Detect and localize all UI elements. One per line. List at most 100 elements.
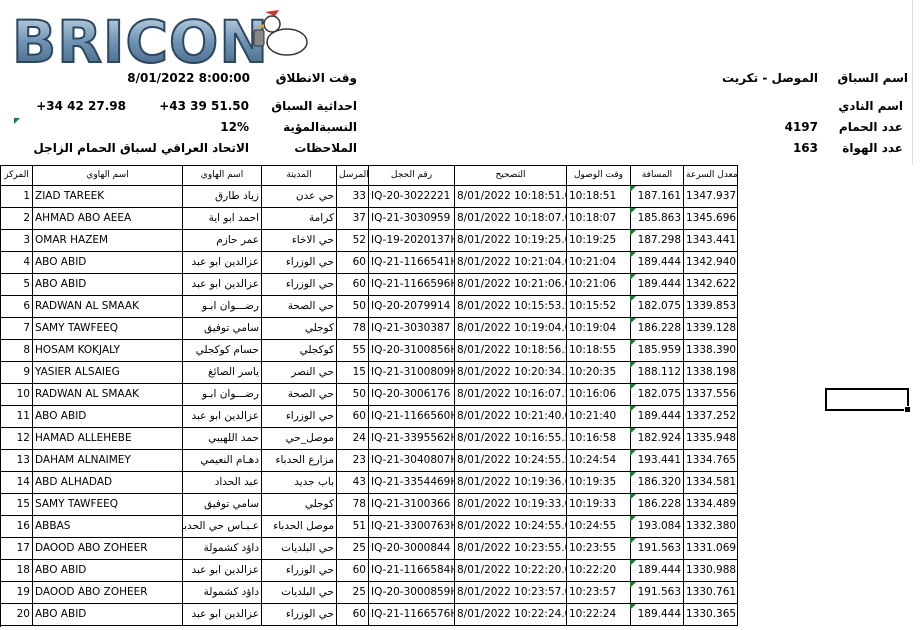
cell: 10:23:55 — [567, 538, 631, 560]
cell: 8 — [1, 340, 33, 362]
coord: +34 42 27.98 — [36, 99, 126, 113]
cell: RADWAN AL SMAAK — [33, 384, 183, 406]
cell: 1339.853 — [684, 296, 738, 318]
cell: IQ-21-1166584H — [369, 560, 455, 582]
comment-marker — [630, 494, 636, 500]
cell: 1345.696 — [684, 208, 738, 230]
cell: OMAR HAZEM — [33, 230, 183, 252]
cell: موصل_حي — [262, 428, 337, 450]
comment-marker — [630, 604, 636, 610]
cell: 10:18:07 — [567, 208, 631, 230]
cell: 1330.761 — [684, 582, 738, 604]
cell: 182.924 — [631, 428, 684, 450]
cell: 43 — [337, 472, 369, 494]
cell: داؤد كشمولة — [183, 538, 262, 560]
logo-area: BRICON — [0, 0, 923, 165]
cell: IQ-21-3300763H — [369, 516, 455, 538]
cell: 50 — [337, 296, 369, 318]
cell: كوكجلي — [262, 340, 337, 362]
cell: ABD ALHADAD — [33, 472, 183, 494]
cell: 8/01/2022 10:18:56.5s — [455, 340, 567, 362]
cell: IQ-20-3000844 — [369, 538, 455, 560]
cell: 1334.581 — [684, 472, 738, 494]
comment-marker — [630, 450, 636, 456]
cell: 189.444 — [631, 604, 684, 626]
cell: حي الوزراء — [262, 274, 337, 296]
cell: 1342.940 — [684, 252, 738, 274]
comment-marker — [630, 340, 636, 346]
comment-marker — [630, 516, 636, 522]
fanciers: 163 — [792, 141, 818, 155]
column-header: المركز — [1, 166, 33, 186]
cell: IQ-21-1166596H — [369, 274, 455, 296]
cell: 78 — [337, 318, 369, 340]
cell: 18 — [1, 560, 33, 582]
cell: سامي توفيق — [183, 318, 262, 340]
cell: 10:16:06 — [567, 384, 631, 406]
label: عدد الحمام — [838, 120, 903, 134]
cell: 13 — [1, 450, 33, 472]
cell: 15 — [337, 362, 369, 384]
cell: زياد طارق — [183, 186, 262, 208]
cell: 10:19:04 — [567, 318, 631, 340]
cell: 1 — [1, 186, 33, 208]
comment-marker — [630, 472, 636, 478]
cell: ABO ABID — [33, 560, 183, 582]
cell: 8/01/2022 10:24:55.5s — [455, 450, 567, 472]
cell: IQ-21-3100809H — [369, 362, 455, 384]
cell: عبد الحداد — [183, 472, 262, 494]
cell: SAMY TAWFEEQ — [33, 318, 183, 340]
column-header: المسافة — [631, 166, 684, 186]
cell: 1331.069 — [684, 538, 738, 560]
cell: IQ-21-3100366 — [369, 494, 455, 516]
cell: IQ-21-3395562H — [369, 428, 455, 450]
cell: 8/01/2022 10:22:20.0s — [455, 560, 567, 582]
comment-marker — [630, 208, 636, 214]
cell: 1335.948 — [684, 428, 738, 450]
cell: عزالدين ابو عبد — [183, 604, 262, 626]
cell: 10:21:06 — [567, 274, 631, 296]
selected-cell[interactable] — [825, 388, 909, 411]
cell: 14 — [1, 472, 33, 494]
cell: حي الوزراء — [262, 252, 337, 274]
cell: IQ-21-3030959 — [369, 208, 455, 230]
cell: احمد ابو اية — [183, 208, 262, 230]
cell: 20 — [1, 604, 33, 626]
cell: IQ-20-3006176 — [369, 384, 455, 406]
cell: 3 — [1, 230, 33, 252]
cell: 15 — [1, 494, 33, 516]
pigeons: 4197 — [784, 120, 818, 134]
cell: رضـــوان ابـو — [183, 384, 262, 406]
label: الملاحظات — [294, 141, 357, 155]
cell: 25 — [337, 538, 369, 560]
cell: 7 — [1, 318, 33, 340]
cell: AHMAD ABO AEEA — [33, 208, 183, 230]
cell: 1337.252 — [684, 406, 738, 428]
cell: عـبـاس حي الحدباء — [183, 516, 262, 538]
cell: عزالدين ابو عبد — [183, 560, 262, 582]
cell: SAMY TAWFEEQ — [33, 494, 183, 516]
cell: 8/01/2022 10:20:34.3s — [455, 362, 567, 384]
cell: رضـــوان ابـو — [183, 296, 262, 318]
cell: 12 — [1, 428, 33, 450]
cell: 10:19:35 — [567, 472, 631, 494]
cell: 10:23:57 — [567, 582, 631, 604]
cell: 189.444 — [631, 274, 684, 296]
cell: YASIER ALSAIEG — [33, 362, 183, 384]
comment-marker — [630, 252, 636, 258]
cell: 1330.988 — [684, 560, 738, 582]
cell: IQ-20-2079914 — [369, 296, 455, 318]
cell: 187.161 — [631, 186, 684, 208]
logo-text: BRICON — [12, 8, 269, 68]
comment-marker — [630, 582, 636, 588]
column-header: معدل السرعة — [684, 166, 738, 186]
cell: 186.228 — [631, 494, 684, 516]
cell: مزارع الحدباء — [262, 450, 337, 472]
fill-handle — [904, 406, 911, 413]
comment-marker — [630, 560, 636, 566]
cell: 10:16:58 — [567, 428, 631, 450]
cell: 191.563 — [631, 538, 684, 560]
cell: ABBAS — [33, 516, 183, 538]
cell: IQ-20-3000859H — [369, 582, 455, 604]
